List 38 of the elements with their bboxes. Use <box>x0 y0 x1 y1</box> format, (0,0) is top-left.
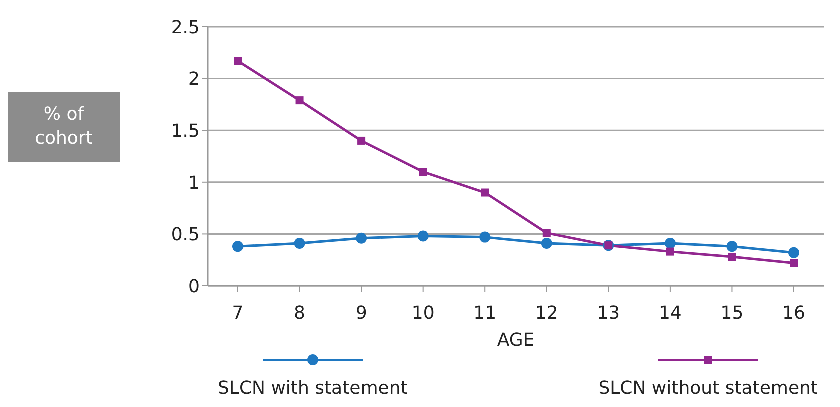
point <box>232 241 244 252</box>
y-tick-label: 0.5 <box>171 224 200 246</box>
x-tick-label: 10 <box>412 302 435 324</box>
x-axis-title: AGE <box>497 330 535 351</box>
x-tick-label: 14 <box>658 302 682 324</box>
point <box>664 238 676 250</box>
point <box>542 229 551 238</box>
point <box>541 238 552 250</box>
x-tick-label: 13 <box>597 302 620 324</box>
point <box>358 136 366 145</box>
point <box>234 57 242 66</box>
y-axis-title: % of cohort <box>34 103 94 151</box>
y-tick-label: 2 <box>188 69 200 90</box>
legend-label: SLCN without statement <box>598 378 818 399</box>
legend-label: SLCN with statement <box>218 378 408 399</box>
x-tick-label: 12 <box>535 302 558 324</box>
point <box>419 168 428 176</box>
y-tick-label: 2.5 <box>171 17 200 38</box>
x-tick-label: 11 <box>474 302 497 324</box>
x-tick-label: 15 <box>720 302 744 324</box>
point <box>788 247 800 258</box>
point <box>728 252 736 261</box>
point <box>296 96 304 105</box>
x-tick-label: 9 <box>356 302 368 324</box>
x-tick-label: 8 <box>294 302 306 324</box>
x-tick-label: 16 <box>782 302 806 324</box>
y-tick-label: 1 <box>188 172 200 194</box>
point <box>726 241 738 252</box>
x-tick-label: 7 <box>232 302 244 324</box>
point <box>356 232 368 244</box>
y-tick-label: 0 <box>188 276 200 298</box>
point <box>666 248 674 256</box>
point <box>480 232 491 243</box>
point <box>481 188 490 197</box>
point <box>418 230 429 242</box>
point <box>790 259 798 268</box>
point <box>294 238 306 250</box>
y-tick-label: 1.5 <box>171 120 200 142</box>
